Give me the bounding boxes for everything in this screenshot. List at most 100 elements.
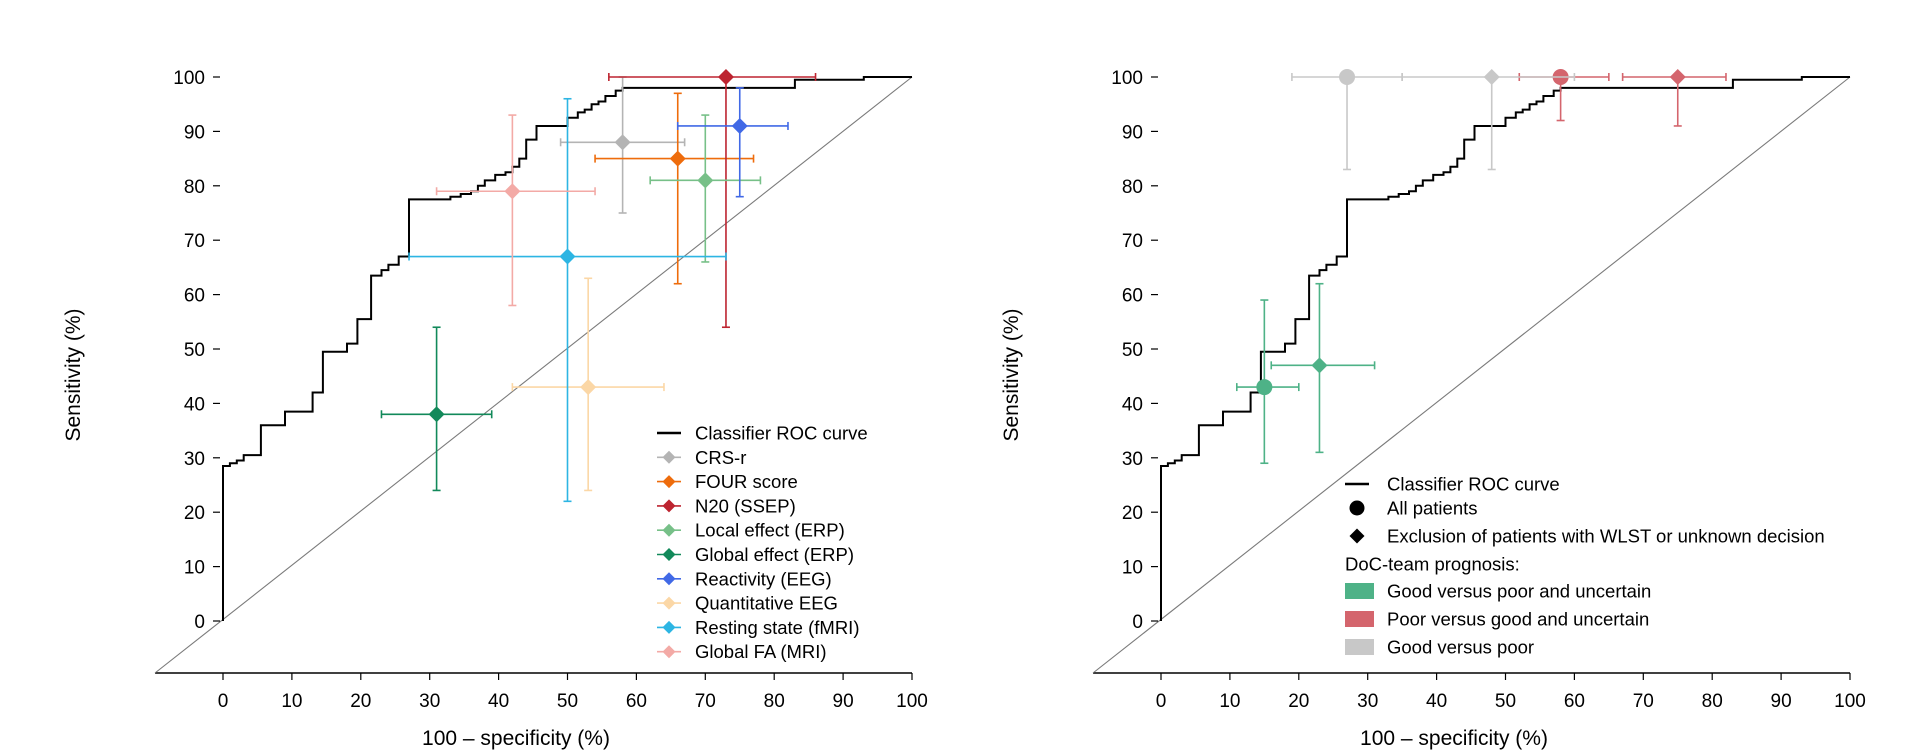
chance-diagonal-line	[154, 76, 913, 674]
data-point-group	[1621, 69, 1727, 127]
legend-swatch-diamond	[662, 645, 676, 659]
roc-curve-line	[222, 76, 912, 621]
legend-label: N20 (SSEP)	[695, 495, 796, 516]
data-point-group	[559, 76, 686, 214]
data-point-group	[594, 92, 755, 285]
x-tick-label: 50	[1495, 691, 1516, 712]
data-point-diamond	[1483, 69, 1500, 85]
x-tick-label: 20	[350, 691, 371, 712]
data-point-diamond	[717, 69, 734, 85]
y-tick-label: 0	[1132, 612, 1143, 633]
y-axis-title: Sensitivity (%)	[1000, 308, 1023, 441]
legend-label: FOUR score	[695, 471, 798, 492]
data-point-diamond	[669, 150, 686, 167]
data-point-group	[435, 114, 596, 307]
legend-label: All patients	[1387, 498, 1478, 519]
y-tick-label: 70	[184, 231, 205, 252]
y-tick-label: 60	[184, 286, 205, 307]
data-points	[1160, 69, 1850, 621]
chance-diagonal-line	[1092, 76, 1851, 674]
y-tick-label: 100	[1111, 68, 1143, 89]
x-tick-label: 100	[896, 691, 928, 712]
x-axis-title: 100 – specificity (%)	[1360, 727, 1548, 750]
y-tick-label: 40	[184, 394, 205, 415]
legend-label: Local effect (ERP)	[695, 520, 845, 541]
legend-swatch-diamond	[662, 450, 676, 464]
legend-swatch-box	[1345, 639, 1374, 655]
y-tick-label: 30	[184, 449, 205, 470]
y-tick-label: 50	[184, 340, 205, 361]
y-tick-label: 0	[194, 612, 205, 633]
roc-panel-right: 0 10 20 30 40 50 60 70 80 90 100 0 10 20 30 40 50 60 70 80 9…	[1000, 68, 1866, 750]
y-tick-label: 90	[1122, 122, 1143, 143]
legend-label: Good versus poor	[1387, 637, 1534, 658]
legend-label: Global FA (MRI)	[695, 641, 827, 662]
data-point-group	[408, 97, 727, 503]
x-tick-label: 40	[488, 691, 509, 712]
legend-swatch-diamond	[1349, 528, 1365, 544]
x-tick-label: 0	[218, 691, 229, 712]
legend-swatch-box	[1345, 583, 1374, 599]
legend-swatch-box	[1345, 611, 1374, 627]
data-point-diamond	[1311, 357, 1328, 374]
y-axis-title: Sensitivity (%)	[62, 308, 85, 441]
legend-label: CRS-r	[695, 447, 746, 468]
legend-swatch-diamond	[662, 620, 676, 634]
data-point-diamond	[504, 183, 521, 200]
x-tick-label: 30	[419, 691, 440, 712]
y-tick-label: 100	[173, 68, 205, 89]
legend-label: Classifier ROC curve	[695, 423, 868, 444]
y-tick-label: 10	[1122, 558, 1143, 579]
legend-label: Classifier ROC curve	[1387, 474, 1560, 495]
x-tick-label: 80	[1702, 691, 1723, 712]
data-point-diamond	[559, 248, 576, 265]
data-point-group	[1401, 69, 1576, 171]
x-tick-label: 20	[1288, 691, 1309, 712]
data-points	[222, 69, 912, 621]
data-point-diamond	[614, 134, 631, 151]
data-point-group	[1291, 69, 1403, 171]
legend-swatch-diamond	[662, 572, 676, 586]
data-point-group	[511, 277, 665, 492]
legend-label: Resting state (fMRI)	[695, 617, 860, 638]
legend-swatch-diamond	[662, 548, 676, 561]
legend-swatch-circle	[1349, 500, 1365, 516]
data-point-diamond	[1669, 69, 1686, 85]
legend-swatch-diamond	[662, 499, 676, 513]
legend-label: Reactivity (EEG)	[695, 568, 832, 589]
x-tick-label: 80	[764, 691, 785, 712]
data-point-circle	[1339, 69, 1356, 85]
x-tick-label: 90	[1771, 691, 1792, 712]
x-tick-label: 100	[1834, 691, 1866, 712]
data-point-group	[1270, 282, 1376, 454]
y-tick-label: 40	[1122, 394, 1143, 415]
data-point-diamond	[428, 406, 445, 423]
data-point-group	[608, 69, 817, 329]
legend-swatch-diamond	[662, 475, 676, 489]
legend-label: Global effect (ERP)	[695, 544, 854, 565]
y-tick-label: 50	[1122, 340, 1143, 361]
axis-ticks: 0 10 20 30 40 50 60 70 80 90 100 0 10 20 30 40 50 60 70 80 9…	[173, 68, 928, 712]
x-tick-label: 0	[1156, 691, 1167, 712]
data-point-group	[380, 326, 493, 492]
x-tick-label: 70	[1633, 691, 1654, 712]
data-point-circle	[1256, 379, 1273, 396]
data-point-group	[649, 114, 762, 263]
x-tick-label: 10	[1219, 691, 1240, 712]
x-tick-label: 10	[281, 691, 302, 712]
legend-label: Poor versus good and uncertain	[1387, 609, 1649, 630]
y-tick-label: 10	[184, 558, 205, 579]
y-tick-label: 20	[1122, 503, 1143, 524]
x-tick-label: 30	[1357, 691, 1378, 712]
data-point-diamond	[697, 172, 714, 189]
x-tick-label: 40	[1426, 691, 1447, 712]
roc-curve-line	[1160, 76, 1850, 621]
y-tick-label: 30	[1122, 449, 1143, 470]
x-tick-label: 90	[833, 691, 854, 712]
y-tick-label: 80	[1122, 177, 1143, 198]
y-tick-label: 80	[184, 177, 205, 198]
x-tick-label: 50	[557, 691, 578, 712]
axis-ticks: 0 10 20 30 40 50 60 70 80 90 100 0 10 20 30 40 50 60 70 80 9…	[1111, 68, 1866, 712]
x-tick-label: 70	[695, 691, 716, 712]
